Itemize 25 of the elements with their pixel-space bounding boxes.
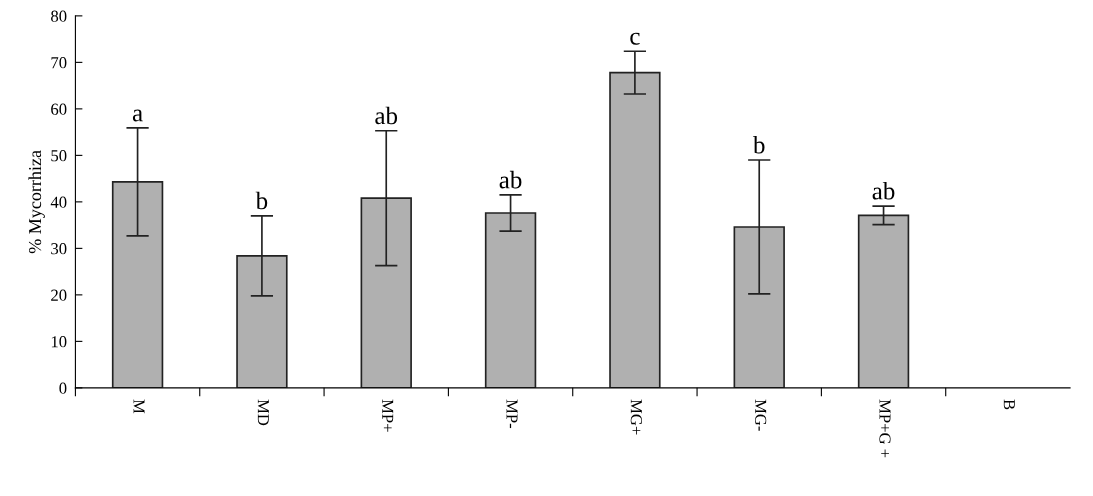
annotation: ab xyxy=(375,106,398,125)
y-tick-label: 0 xyxy=(59,382,67,394)
y-tick-label: 40 xyxy=(50,196,67,208)
x-tick-label: MP- xyxy=(506,399,518,429)
annotation: ab xyxy=(499,170,522,189)
y-tick-label: 20 xyxy=(51,289,67,301)
y-tick-label: 30 xyxy=(51,243,67,255)
x-tick-label: MG+ xyxy=(630,399,642,435)
y-tick-label: 10 xyxy=(51,336,67,348)
x-tick-label: B xyxy=(1003,399,1015,410)
annotation: a xyxy=(132,109,143,122)
x-tick-label: MG- xyxy=(755,399,767,431)
y-tick-label: 70 xyxy=(51,57,67,69)
x-tick-label: MP+G + xyxy=(879,399,891,458)
x-tick-label: MP+ xyxy=(382,399,394,432)
annotation: ab xyxy=(872,182,895,200)
x-tick-label: M xyxy=(133,399,145,414)
annotation: b xyxy=(752,135,765,154)
y-tick-label: 80 xyxy=(51,10,67,22)
y-tick-label: 60 xyxy=(51,103,67,115)
annotation: c xyxy=(630,32,640,45)
x-tick-label: MD xyxy=(257,399,269,426)
y-axis-title: % Mycorrhiza xyxy=(28,150,45,254)
y-tick-label: 50 xyxy=(51,150,67,162)
annotation: b xyxy=(255,191,268,210)
